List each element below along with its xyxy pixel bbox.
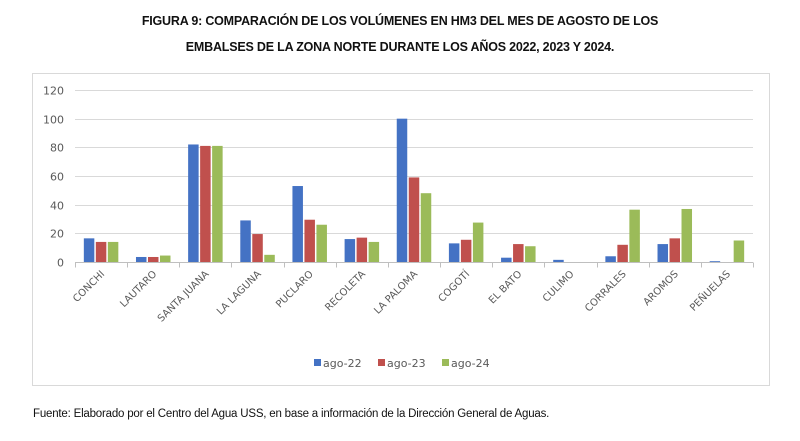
bar-ago-22-culimo (553, 259, 564, 262)
bar-ago-22-el-bato (501, 257, 512, 262)
bar-ago-23-cogotí (460, 239, 472, 262)
y-axis-ticks: 0 20 40 60 80 100 120 (43, 85, 64, 270)
bar-ago-22-la-laguna (240, 220, 251, 262)
x-axis (75, 262, 754, 268)
figure-title-line-2: EMBALSES DE LA ZONA NORTE DURANTE LOS AÑ… (185, 40, 615, 54)
bar-ago-22-cogotí (448, 243, 460, 262)
x-tick-label: PUCLARO (274, 269, 316, 311)
y-tick-label: 60 (50, 171, 64, 184)
x-tick-label: LA LAGUNA (215, 269, 264, 318)
x-tick-label: PEÑUELAS (687, 267, 733, 313)
bar-ago-23-la-laguna (252, 234, 263, 262)
y-tick-label: 20 (50, 228, 64, 241)
bar-ago-24-puclaro (316, 224, 327, 262)
bar-ago-24-corrales (629, 209, 640, 262)
legend-label: ago-23 (387, 357, 426, 370)
legend-label: ago-24 (451, 357, 490, 370)
bar-ago-22-puclaro (292, 186, 303, 262)
legend: ago-22 ago-23 ago-24 (314, 357, 490, 370)
bar-ago-24-santa-juana (212, 145, 223, 262)
bar-ago-23-aromos (669, 238, 681, 262)
legend-swatch (314, 359, 321, 366)
bar-ago-22-corrales (605, 256, 616, 262)
bar-ago-24-lautaro (159, 255, 171, 262)
y-tick-label: 120 (43, 85, 64, 98)
x-tick-label: CORRALES (583, 269, 629, 315)
y-tick-label: 40 (50, 200, 64, 213)
source-footnote: Fuente: Elaborado por el Centro del Agua… (33, 408, 550, 420)
x-tick-label: AROMOS (642, 269, 681, 308)
figure-title-line-1: FIGURA 9: COMPARACIÓN DE LOS VOLÚMENES E… (141, 14, 659, 28)
bar-ago-24-la-paloma (420, 193, 432, 262)
y-tick-label: 0 (57, 257, 64, 270)
bar-ago-24-el-bato (525, 246, 536, 262)
bar-ago-24-conchi (107, 241, 119, 262)
x-tick-label: LA PALOMA (372, 269, 420, 317)
x-tick-label: CONCHI (71, 269, 107, 305)
x-tick-label: EL BATO (487, 269, 525, 307)
bars (83, 118, 745, 262)
bar-ago-24-la-laguna (264, 254, 275, 262)
legend-label: ago-22 (323, 357, 362, 370)
legend-item-ago-23: ago-23 (378, 357, 426, 370)
bar-ago-23-la-paloma (408, 177, 420, 262)
bar-ago-23-conchi (95, 241, 107, 262)
bar-ago-23-lautaro (147, 256, 159, 262)
bar-ago-22-peñuelas (709, 261, 721, 262)
bar-ago-23-santa-juana (200, 145, 211, 262)
legend-item-ago-24: ago-24 (442, 357, 490, 370)
bar-ago-22-lautaro (135, 256, 147, 262)
y-tick-label: 100 (43, 114, 64, 127)
bar-ago-24-peñuelas (733, 240, 745, 262)
bar-ago-23-puclaro (304, 219, 315, 262)
y-tick-label: 80 (50, 142, 64, 155)
bar-ago-24-aromos (681, 208, 693, 262)
legend-item-ago-22: ago-22 (314, 357, 362, 370)
bar-ago-22-aromos (657, 244, 669, 262)
legend-swatch (442, 359, 449, 366)
bar-ago-24-recoleta (368, 241, 380, 262)
bar-ago-22-la-paloma (396, 118, 408, 262)
bar-ago-23-el-bato (513, 244, 524, 262)
x-tick-label: SANTA JUANA (156, 269, 212, 325)
x-tick-label: CULIMO (541, 269, 577, 305)
bar-ago-22-recoleta (344, 239, 356, 262)
legend-swatch (378, 359, 385, 366)
gridlines (75, 90, 753, 234)
x-tick-label: LAUTARO (118, 269, 159, 310)
bar-ago-24-cogotí (472, 222, 484, 262)
bar-ago-23-corrales (617, 244, 628, 262)
x-tick-label: COGOTÍ (435, 267, 472, 304)
bar-ago-22-santa-juana (188, 144, 199, 262)
x-tick-label: RECOLETA (323, 269, 368, 314)
bar-ago-22-conchi (83, 238, 95, 262)
bar-ago-23-recoleta (356, 237, 368, 262)
